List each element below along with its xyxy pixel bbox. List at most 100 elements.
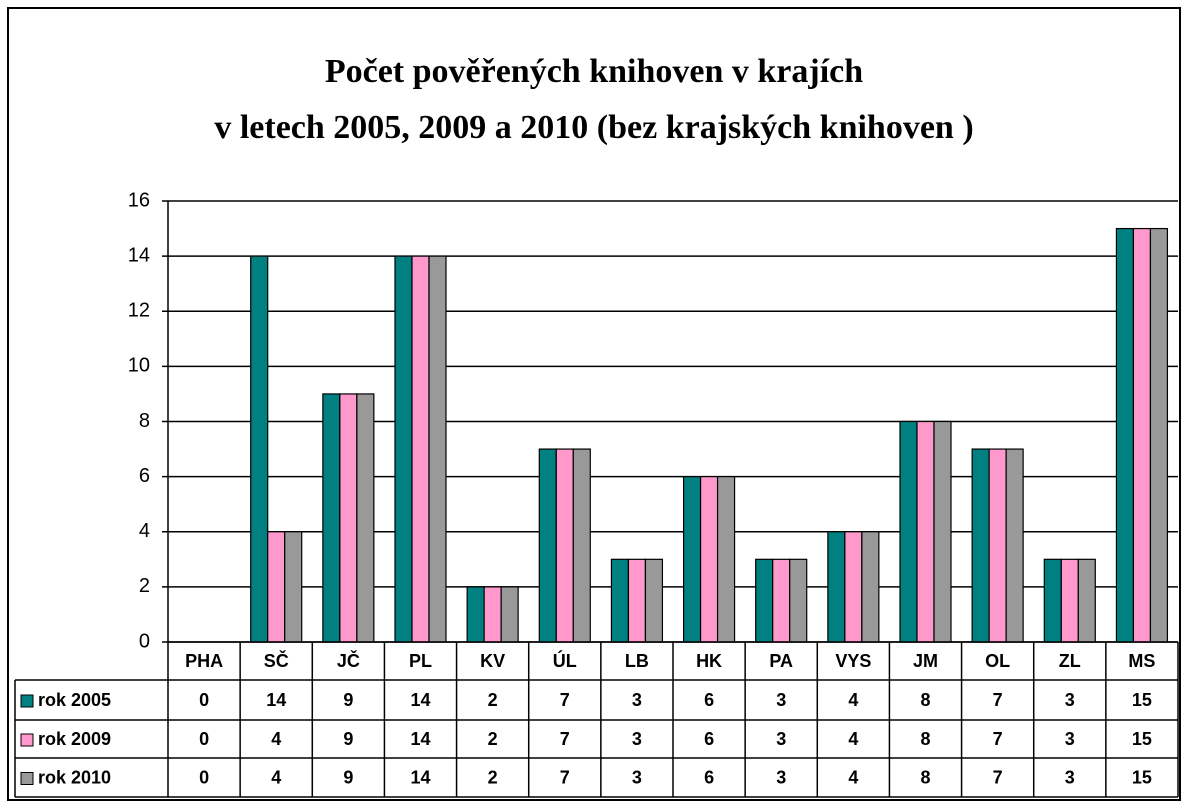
table-value: 15	[1132, 690, 1152, 710]
y-tick-label: 14	[128, 244, 150, 266]
table-value: 7	[560, 729, 570, 749]
bar	[394, 255, 413, 643]
x-tick-label: JM	[913, 651, 938, 671]
bar	[555, 448, 574, 643]
x-tick-label: JČ	[337, 650, 360, 671]
bar	[844, 531, 863, 643]
table-value: 3	[632, 690, 642, 710]
y-tick-label: 4	[139, 520, 150, 542]
bar	[250, 255, 269, 643]
table-value: 8	[920, 767, 930, 787]
table-value: 3	[632, 767, 642, 787]
bar	[538, 448, 557, 643]
bar	[789, 558, 808, 643]
chart-title: Počet pověřených knihoven v krajích	[325, 53, 863, 90]
bar	[916, 420, 935, 643]
bar	[1060, 558, 1079, 643]
bar	[1115, 227, 1135, 643]
y-tick-label: 6	[139, 465, 150, 487]
chart-border	[7, 7, 1181, 801]
bar	[772, 558, 791, 643]
table-value: 3	[632, 729, 642, 749]
x-tick-label: HK	[696, 651, 722, 671]
table-value: 7	[993, 767, 1003, 787]
table-value: 2	[488, 690, 498, 710]
table-value: 0	[199, 767, 209, 787]
table-value: 6	[704, 729, 714, 749]
x-tick-label: ZL	[1059, 651, 1081, 671]
bar	[610, 558, 630, 643]
bar	[267, 531, 286, 643]
legend-label: rok 2010	[38, 767, 111, 787]
bar	[500, 586, 519, 643]
bar	[716, 476, 736, 643]
bar	[356, 393, 375, 643]
table-value: 4	[848, 690, 858, 710]
table-value: 8	[920, 729, 930, 749]
y-tick-label: 0	[139, 630, 150, 652]
x-tick-label: PHA	[185, 651, 223, 671]
bar	[644, 558, 664, 643]
table-value: 8	[920, 690, 930, 710]
table-value: 3	[1065, 729, 1075, 749]
table-value: 0	[199, 690, 209, 710]
bar	[827, 531, 846, 643]
table-value: 4	[848, 767, 858, 787]
table-value: 9	[343, 729, 353, 749]
bar	[1077, 558, 1096, 643]
legend-label: rok 2005	[38, 690, 111, 710]
bar	[1043, 558, 1062, 643]
bar	[699, 476, 719, 643]
table-value: 14	[410, 729, 430, 749]
x-tick-label: PA	[769, 651, 793, 671]
bar	[339, 393, 358, 643]
bar	[971, 448, 990, 643]
table-value: 3	[776, 767, 786, 787]
table-value: 3	[1065, 690, 1075, 710]
x-tick-label: LB	[625, 651, 649, 671]
bar	[322, 393, 341, 643]
bar	[284, 531, 303, 643]
bar	[682, 476, 702, 643]
table-value: 4	[271, 767, 281, 787]
bar	[483, 586, 502, 643]
bar	[861, 531, 880, 643]
x-tick-label: KV	[480, 651, 505, 671]
table-value: 14	[410, 690, 430, 710]
y-tick-label: 2	[139, 575, 150, 597]
bar	[933, 420, 952, 643]
table-value: 15	[1132, 767, 1152, 787]
table-value: 2	[488, 767, 498, 787]
legend-swatch	[20, 733, 34, 747]
bar	[1132, 227, 1152, 643]
table-value: 9	[343, 690, 353, 710]
table-value: 7	[993, 690, 1003, 710]
table-value: 3	[776, 690, 786, 710]
bar	[899, 420, 918, 643]
bar	[411, 255, 430, 643]
table-value: 3	[776, 729, 786, 749]
table-value: 14	[266, 690, 286, 710]
table-value: 7	[993, 729, 1003, 749]
bar	[1149, 227, 1169, 643]
y-tick-label: 12	[128, 300, 150, 322]
bar	[428, 255, 447, 643]
x-tick-label: ÚL	[553, 650, 577, 671]
table-value: 0	[199, 729, 209, 749]
table-value: 15	[1132, 729, 1152, 749]
table-value: 4	[271, 729, 281, 749]
bar	[466, 586, 485, 643]
legend-swatch	[20, 772, 34, 785]
table-value: 6	[704, 767, 714, 787]
bar	[988, 448, 1007, 643]
bar	[1005, 448, 1024, 643]
table-value: 6	[704, 690, 714, 710]
legend-swatch	[20, 694, 34, 708]
table-value: 4	[848, 729, 858, 749]
table-value: 2	[488, 729, 498, 749]
table-value: 7	[560, 690, 570, 710]
table-value: 14	[410, 767, 430, 787]
bar	[572, 448, 591, 643]
y-tick-label: 10	[128, 355, 150, 377]
